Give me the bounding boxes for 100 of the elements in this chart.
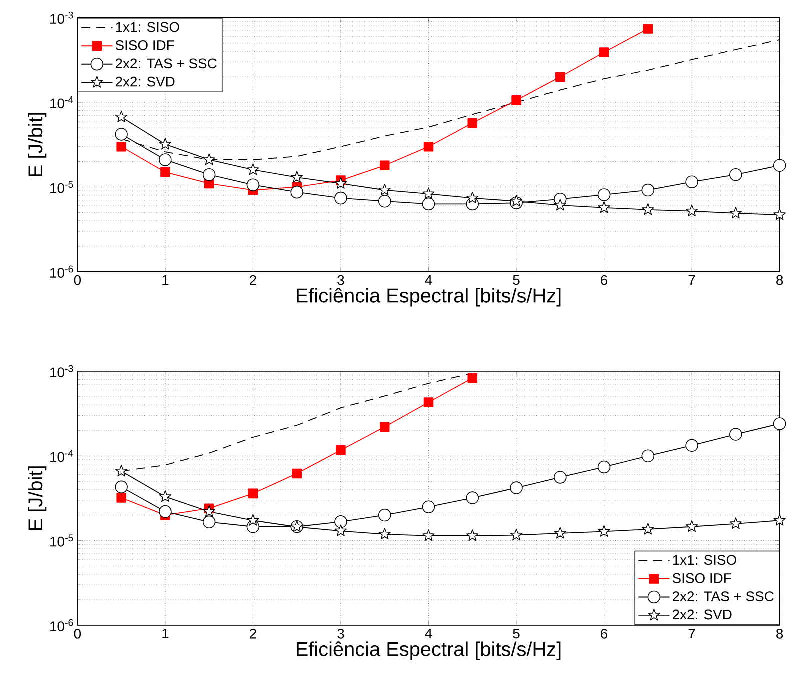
point [424, 142, 434, 152]
point [466, 529, 479, 542]
point [686, 176, 698, 188]
point [773, 417, 786, 430]
legend-label: 1x1: SISO [673, 555, 736, 565]
point [159, 490, 172, 502]
point [292, 468, 302, 478]
point [510, 482, 523, 494]
legend-label: SISO IDF [116, 40, 174, 50]
y-tick-label: 10$^{-6}$ [50, 619, 74, 632]
point [510, 528, 523, 540]
y-axis-title: E [J/bit] [28, 466, 47, 530]
legend-label: 2x2: TAS + SSC [116, 58, 217, 68]
point [510, 194, 523, 207]
point [115, 464, 128, 477]
point [159, 138, 172, 150]
point [334, 192, 348, 205]
x-tick-label: 2 [250, 275, 256, 286]
point [554, 470, 567, 484]
point [730, 428, 742, 441]
point [247, 163, 260, 176]
x-tick-label: 4 [425, 275, 432, 285]
point [203, 505, 216, 517]
point [380, 422, 390, 432]
point [424, 398, 434, 408]
point [116, 142, 126, 152]
x-axis-title: Eficiência Espectral [bits/s/Hz] [296, 642, 561, 660]
point [512, 95, 522, 106]
point [422, 529, 435, 542]
x-tick-label: 1 [162, 628, 169, 638]
x-tick-label: 8 [776, 628, 784, 639]
point [468, 118, 478, 128]
x-tick-label: 4 [425, 628, 432, 638]
point [160, 167, 170, 178]
x-tick-label: 6 [601, 628, 608, 639]
x-tick-label: 7 [688, 628, 696, 638]
legend-label: 2x2: TAS + SSC [672, 592, 774, 602]
point [598, 460, 611, 474]
point [556, 72, 566, 82]
point [378, 194, 392, 208]
point [422, 500, 436, 514]
y-tick-label: 10$^{-6}$ [50, 266, 74, 278]
y-tick-label: 10$^{-5}$ [50, 534, 74, 547]
point [378, 184, 391, 196]
x-tick-label: 3 [338, 628, 344, 639]
x-tick-label: 8 [776, 275, 784, 286]
point [642, 203, 654, 216]
y-tick-label: 10$^{-3}$ [50, 12, 74, 24]
point [336, 445, 346, 456]
x-axis-title: Eficiência Espectral [bits/s/Hz] [296, 288, 561, 307]
point [116, 493, 126, 503]
point [468, 373, 478, 384]
point [730, 517, 742, 530]
point [730, 206, 742, 219]
y-axis-title: E [J/bit] [28, 113, 47, 176]
point [773, 159, 786, 172]
y-tick-label: 10$^{-4}$ [50, 450, 74, 462]
point [774, 208, 786, 220]
point [202, 168, 216, 182]
point [598, 201, 610, 214]
x-tick-label: 1 [162, 275, 169, 285]
point [686, 204, 698, 216]
point [774, 514, 786, 526]
point [598, 188, 611, 202]
point [115, 110, 128, 122]
x-tick-label: 5 [513, 275, 520, 286]
x-tick-label: 2 [250, 628, 256, 639]
point [291, 171, 304, 183]
x-tick-label: 6 [601, 275, 608, 286]
point [159, 505, 172, 518]
point [642, 450, 655, 462]
point [334, 524, 348, 536]
point [203, 153, 216, 166]
x-tick-label: 5 [513, 628, 520, 639]
y-tick-label: 10$^{-4}$ [50, 96, 74, 108]
point [248, 488, 258, 498]
point [334, 177, 348, 189]
y-tick-label: 10$^{-3}$ [50, 365, 74, 378]
point [554, 526, 566, 539]
point [422, 188, 435, 200]
point [643, 24, 654, 34]
legend-label: 2x2: SVD [116, 76, 175, 87]
point [246, 178, 260, 192]
legend-label: 2x2: SVD [672, 610, 732, 620]
y-tick-label: 10$^{-5}$ [50, 181, 74, 194]
legend-label: 1x1: SISO [116, 22, 180, 32]
point [599, 48, 610, 58]
point [422, 198, 436, 210]
point [466, 192, 479, 204]
x-tick-label: 7 [688, 275, 696, 285]
point [247, 514, 260, 526]
point [466, 492, 480, 504]
point [642, 184, 655, 197]
x-tick-label: 0 [74, 628, 82, 639]
point [642, 522, 654, 535]
x-tick-label: 3 [338, 275, 344, 286]
point [378, 528, 391, 540]
point [159, 153, 172, 166]
point [686, 439, 698, 452]
point [554, 198, 566, 211]
